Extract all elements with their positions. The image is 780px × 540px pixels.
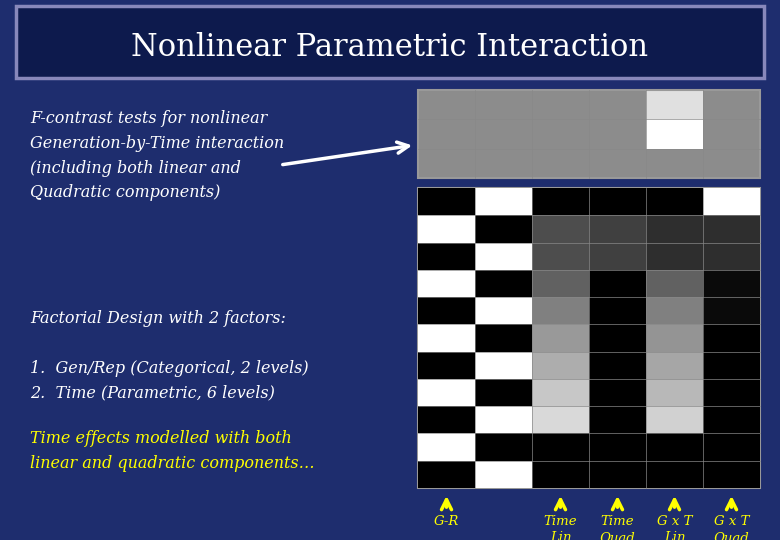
Bar: [475, 297, 532, 325]
Bar: [532, 297, 589, 325]
Bar: [589, 379, 646, 406]
Bar: [589, 242, 646, 270]
Bar: [646, 434, 703, 461]
Text: G x T
Lin: G x T Lin: [657, 515, 693, 540]
Bar: [589, 434, 646, 461]
Bar: [703, 242, 760, 270]
Bar: [646, 406, 703, 434]
Bar: [589, 406, 646, 434]
Bar: [589, 270, 646, 297]
Bar: [475, 270, 532, 297]
Bar: [475, 148, 532, 178]
Bar: [475, 90, 532, 119]
Bar: [418, 352, 475, 379]
Bar: [418, 90, 475, 119]
Text: F-contrast tests for nonlinear
Generation-by-Time interaction
(including both li: F-contrast tests for nonlinear Generatio…: [30, 110, 284, 201]
Text: G x T
Quad: G x T Quad: [714, 515, 750, 540]
Bar: [646, 215, 703, 242]
Bar: [532, 406, 589, 434]
Bar: [532, 215, 589, 242]
Bar: [646, 352, 703, 379]
Bar: [475, 461, 532, 488]
Bar: [418, 148, 475, 178]
Bar: [532, 148, 589, 178]
Bar: [703, 270, 760, 297]
Bar: [646, 461, 703, 488]
Bar: [418, 90, 760, 178]
Bar: [475, 215, 532, 242]
Text: Factorial Design with 2 factors:

1.  Gen/Rep (Categorical, 2 levels)
2.  Time (: Factorial Design with 2 factors: 1. Gen/…: [30, 310, 309, 401]
Bar: [703, 215, 760, 242]
Bar: [532, 242, 589, 270]
Bar: [475, 434, 532, 461]
Bar: [475, 242, 532, 270]
Bar: [418, 270, 475, 297]
Bar: [646, 325, 703, 352]
Bar: [589, 188, 646, 215]
Bar: [703, 406, 760, 434]
Bar: [703, 297, 760, 325]
Bar: [418, 434, 475, 461]
Bar: [532, 119, 589, 148]
Bar: [589, 297, 646, 325]
Bar: [475, 119, 532, 148]
Bar: [475, 406, 532, 434]
Bar: [589, 90, 646, 119]
Bar: [703, 461, 760, 488]
Bar: [646, 379, 703, 406]
Bar: [589, 148, 646, 178]
Bar: [532, 461, 589, 488]
Bar: [703, 325, 760, 352]
Text: Time effects modelled with both
linear and quadratic components…: Time effects modelled with both linear a…: [30, 430, 314, 472]
Bar: [532, 270, 589, 297]
Bar: [532, 352, 589, 379]
Bar: [532, 379, 589, 406]
Bar: [589, 325, 646, 352]
Text: Nonlinear Parametric Interaction: Nonlinear Parametric Interaction: [132, 31, 648, 63]
Bar: [589, 215, 646, 242]
Bar: [646, 148, 703, 178]
Bar: [646, 242, 703, 270]
Bar: [646, 188, 703, 215]
Bar: [418, 119, 475, 148]
Bar: [646, 119, 703, 148]
Bar: [703, 119, 760, 148]
Bar: [703, 434, 760, 461]
Bar: [418, 406, 475, 434]
Bar: [532, 90, 589, 119]
Bar: [418, 379, 475, 406]
Bar: [589, 461, 646, 488]
Bar: [646, 270, 703, 297]
Text: Time
Lin: Time Lin: [544, 515, 577, 540]
Bar: [418, 188, 760, 488]
Bar: [589, 119, 646, 148]
Bar: [703, 148, 760, 178]
Bar: [703, 188, 760, 215]
FancyBboxPatch shape: [16, 6, 764, 78]
Text: Time
Quad: Time Quad: [600, 515, 636, 540]
Bar: [475, 325, 532, 352]
Bar: [418, 461, 475, 488]
Bar: [418, 188, 475, 215]
Bar: [475, 352, 532, 379]
Bar: [418, 325, 475, 352]
Bar: [418, 297, 475, 325]
Bar: [646, 90, 703, 119]
Bar: [532, 325, 589, 352]
Bar: [418, 215, 475, 242]
Bar: [532, 434, 589, 461]
Bar: [703, 90, 760, 119]
Bar: [589, 352, 646, 379]
Bar: [475, 188, 532, 215]
Bar: [418, 242, 475, 270]
Bar: [532, 188, 589, 215]
Bar: [646, 297, 703, 325]
Bar: [703, 352, 760, 379]
Text: G-R: G-R: [434, 515, 459, 528]
Bar: [475, 379, 532, 406]
Bar: [703, 379, 760, 406]
